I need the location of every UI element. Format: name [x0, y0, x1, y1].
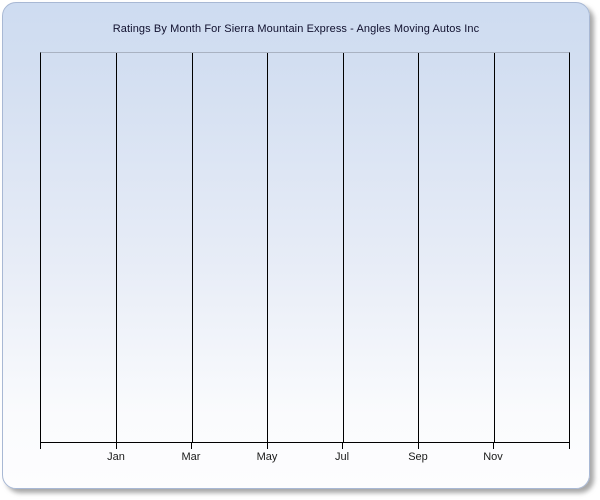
- x-axis-tick: [493, 443, 494, 449]
- vertical-gridline: [418, 53, 420, 442]
- x-axis-tick: [116, 443, 117, 449]
- vertical-gridline: [342, 53, 344, 442]
- x-axis-label: Mar: [181, 451, 201, 463]
- x-axis-tick: [191, 443, 192, 449]
- chart-panel: Ratings By Month For Sierra Mountain Exp…: [2, 2, 590, 489]
- x-axis-label: May: [256, 451, 278, 463]
- vertical-gridline: [267, 53, 269, 442]
- chart-title: Ratings By Month For Sierra Mountain Exp…: [112, 23, 480, 35]
- vertical-gridline: [116, 53, 118, 442]
- vertical-gridline: [191, 53, 193, 442]
- plot-area: [40, 52, 570, 443]
- x-axis-tick: [569, 443, 570, 449]
- x-axis-label: Sep: [408, 451, 428, 463]
- x-axis-tick: [342, 443, 343, 449]
- vertical-gridline: [493, 53, 495, 442]
- x-axis-tick: [267, 443, 268, 449]
- x-axis-label: Jan: [107, 451, 125, 463]
- x-axis-tick: [418, 443, 419, 449]
- x-axis-tick: [40, 443, 41, 449]
- x-axis-label: Jul: [334, 451, 350, 463]
- x-axis-label: Nov: [483, 451, 503, 463]
